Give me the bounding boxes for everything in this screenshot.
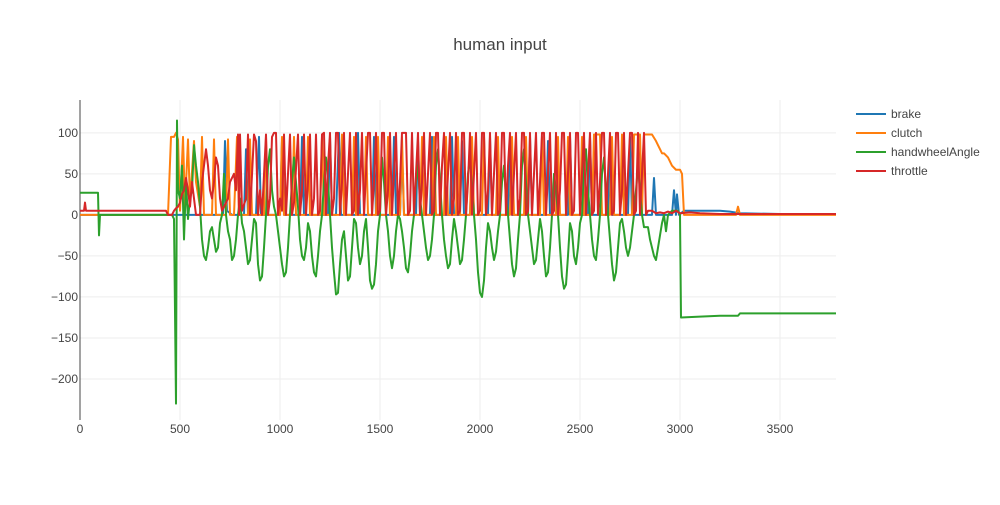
axes: 0 500 1000 1500 2000 2500 3000 3500−200−150−100… <box>51 100 794 436</box>
y-tick-label: 100 <box>58 126 78 140</box>
y-tick-label: −50 <box>58 249 79 263</box>
chart-title: human input <box>453 35 547 54</box>
x-tick-label: 2000 <box>467 422 494 436</box>
y-tick-label: −100 <box>51 290 78 304</box>
legend-label: clutch <box>891 126 922 140</box>
x-tick-label: 3500 <box>767 422 794 436</box>
x-tick-label: 500 <box>170 422 190 436</box>
x-tick-label: 3000 <box>667 422 694 436</box>
y-tick-label: −200 <box>51 372 78 386</box>
series-line-throttle <box>80 131 836 216</box>
legend-item-clutch[interactable]: clutch <box>856 126 922 140</box>
legend-label: handwheelAngle <box>891 145 980 159</box>
series-lines <box>80 119 836 405</box>
y-tick-label: 50 <box>65 167 79 181</box>
series-line-clutch <box>80 131 836 216</box>
x-tick-label: 1000 <box>267 422 294 436</box>
x-tick-label: 0 <box>77 422 84 436</box>
legend-label: brake <box>891 107 921 121</box>
legend-item-brake[interactable]: brake <box>856 107 921 121</box>
legend-item-handwheelAngle[interactable]: handwheelAngle <box>856 145 980 159</box>
x-tick-label: 1500 <box>367 422 394 436</box>
legend-label: throttle <box>891 164 928 178</box>
y-tick-label: 0 <box>71 208 78 222</box>
legend[interactable]: brake clutch handwheelAngle throttle <box>856 107 980 178</box>
series-line-handwheelAngle <box>80 119 836 405</box>
x-tick-label: 2500 <box>567 422 594 436</box>
legend-item-throttle[interactable]: throttle <box>856 164 928 178</box>
y-tick-label: −150 <box>51 331 78 345</box>
